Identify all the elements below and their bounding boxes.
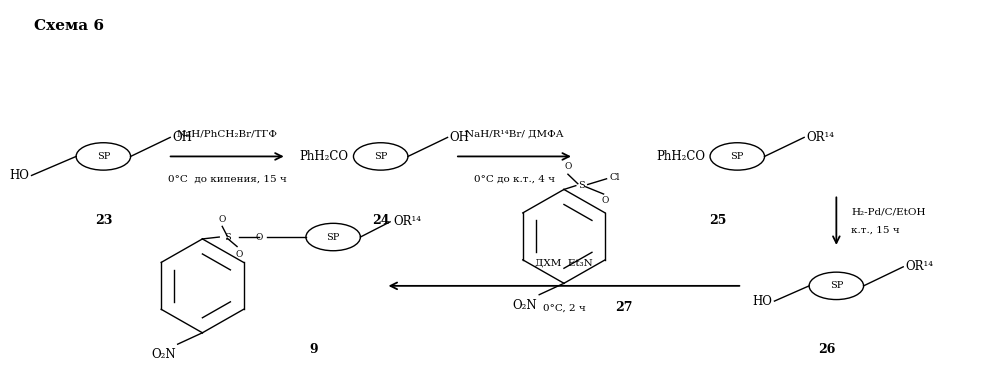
Text: O: O	[564, 162, 571, 171]
Text: O: O	[255, 233, 263, 242]
Text: SP: SP	[374, 152, 388, 161]
Text: HO: HO	[752, 294, 772, 308]
Text: SP: SP	[829, 281, 843, 290]
Text: O: O	[219, 215, 226, 224]
Text: 0°C до к.т., 4 ч: 0°C до к.т., 4 ч	[474, 175, 554, 184]
Text: NaH/PhCH₂Br/ТГФ: NaH/PhCH₂Br/ТГФ	[177, 129, 278, 138]
Text: O: O	[601, 196, 609, 205]
Text: 9: 9	[309, 343, 318, 356]
Text: OR¹⁴: OR¹⁴	[905, 260, 933, 273]
Text: O₂N: O₂N	[512, 298, 537, 312]
Text: к.т., 15 ч: к.т., 15 ч	[851, 226, 900, 235]
Text: ДХМ  Et₃N: ДХМ Et₃N	[535, 259, 592, 268]
Text: 26: 26	[818, 343, 835, 356]
Text: OH: OH	[450, 131, 470, 144]
Text: O: O	[236, 250, 243, 259]
Text: H₂-Pd/C/EtOH: H₂-Pd/C/EtOH	[851, 207, 926, 216]
Text: O₂N: O₂N	[151, 348, 176, 361]
Text: SP: SP	[327, 233, 340, 242]
Text: 25: 25	[709, 214, 726, 226]
Text: 0°C  до кипения, 15 ч: 0°C до кипения, 15 ч	[168, 175, 287, 184]
Text: PhH₂CO: PhH₂CO	[300, 150, 349, 163]
Text: 27: 27	[614, 301, 632, 314]
Text: NaH/R¹⁴Br/ ДМФА: NaH/R¹⁴Br/ ДМФА	[466, 129, 563, 138]
Text: OR¹⁴: OR¹⁴	[393, 215, 422, 228]
Text: 23: 23	[95, 214, 112, 226]
Text: S: S	[578, 181, 585, 190]
Text: OR¹⁴: OR¹⁴	[806, 131, 834, 144]
Text: PhH₂CO: PhH₂CO	[656, 150, 705, 163]
Text: 0°C, 2 ч: 0°C, 2 ч	[542, 304, 585, 313]
Text: Cl: Cl	[609, 173, 620, 182]
Text: HO: HO	[10, 169, 30, 182]
Text: 24: 24	[372, 214, 390, 226]
Text: SP: SP	[97, 152, 110, 161]
Text: OH: OH	[172, 131, 192, 144]
Text: S: S	[224, 233, 231, 242]
Text: SP: SP	[730, 152, 744, 161]
Text: Схема 6: Схема 6	[34, 19, 104, 33]
